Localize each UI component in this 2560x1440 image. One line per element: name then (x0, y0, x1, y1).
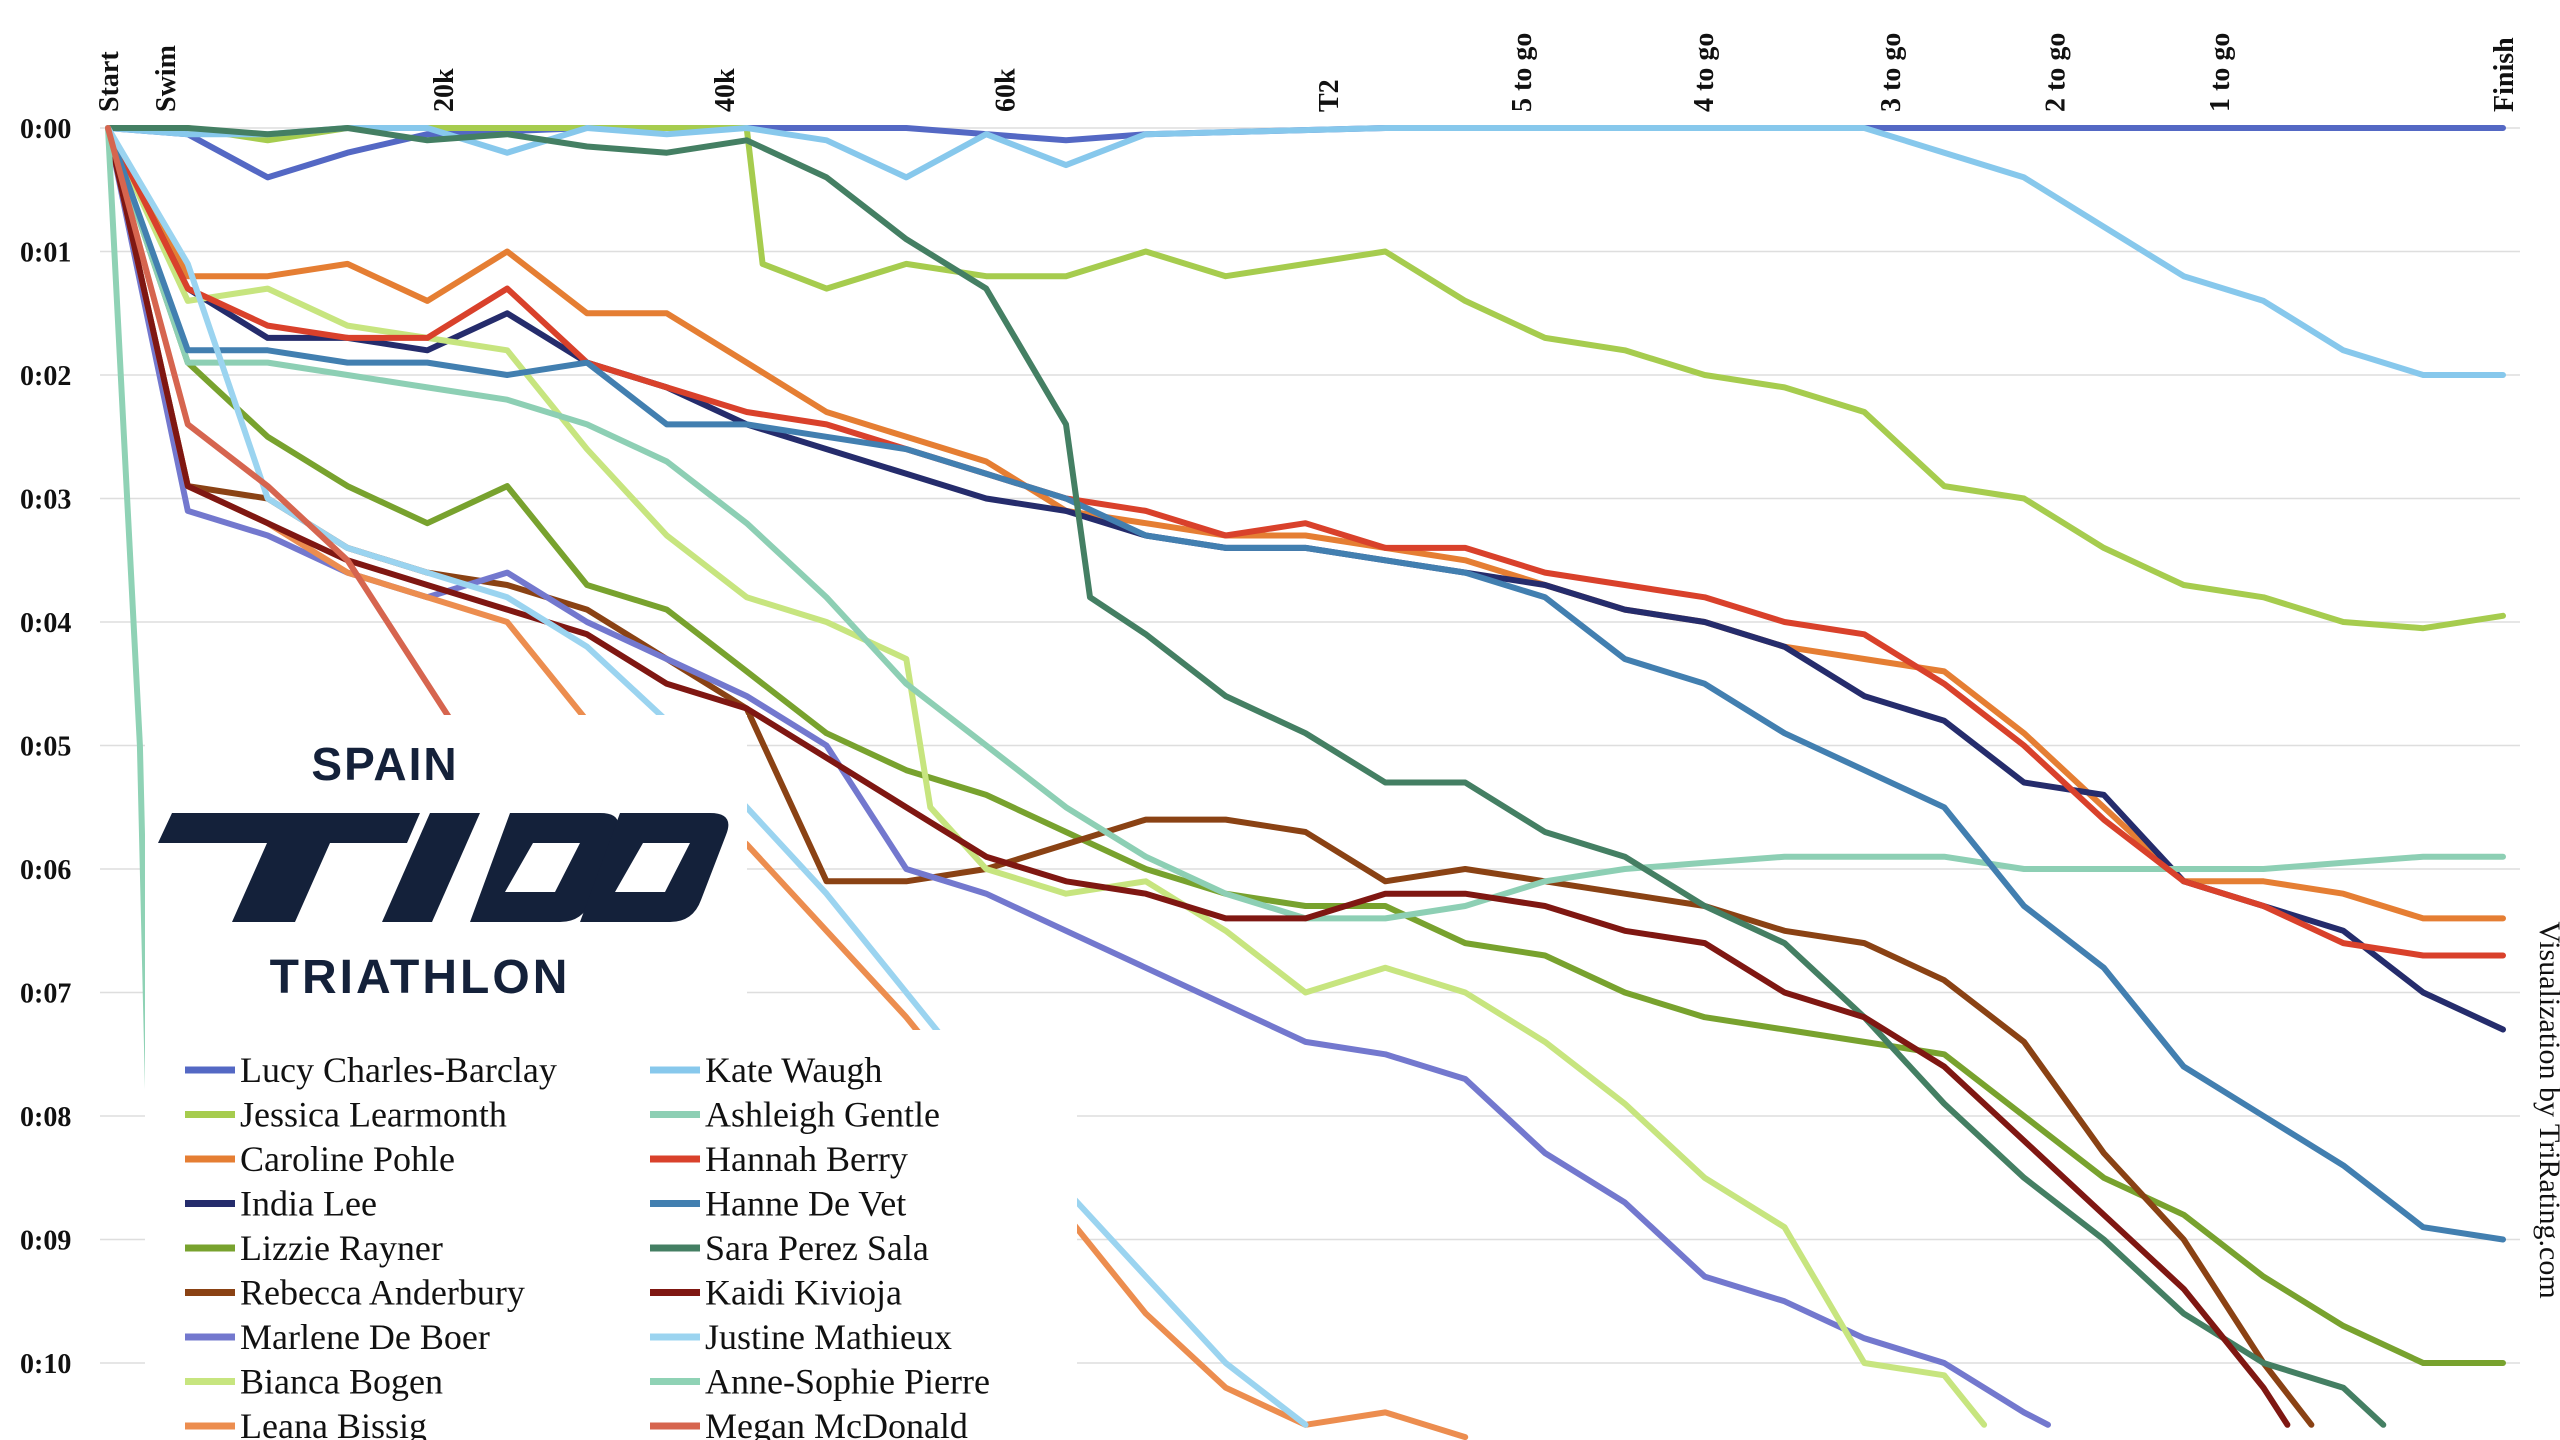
series-lines (105, 125, 2506, 1440)
legend-label: Lucy Charles-Barclay (240, 1050, 557, 1090)
x-tick-label: 1 to go (2205, 33, 2236, 112)
series-line (105, 125, 2506, 922)
y-tick-label: 0:08 (20, 1102, 71, 1133)
legend-label: Sara Perez Sala (705, 1228, 929, 1268)
series-line (105, 125, 2506, 1243)
logo-t100-mark (158, 813, 729, 922)
legend-label: Caroline Pohle (240, 1139, 455, 1179)
legend: Lucy Charles-Barclay Jessica LearmonthCar… (185, 1050, 990, 1440)
legend-label: Ashleigh Gentle (705, 1095, 940, 1135)
logo-top-text: SPAIN (311, 738, 458, 790)
legend-label: Justine Mathieux (705, 1317, 952, 1357)
legend-backdrop (145, 1030, 1077, 1440)
x-tick-label: Swim (151, 45, 182, 112)
credit-text: Visualization by TriRating.com (2533, 921, 2560, 1298)
x-tick-label: 5 to go (1507, 33, 1538, 112)
legend-label: Kaidi Kivioja (705, 1273, 902, 1313)
logo-bottom-text: TRIATHLON (270, 951, 571, 1004)
legend-label: Kate Waugh (705, 1050, 882, 1090)
x-tick-label: Start (94, 51, 125, 112)
series-line (105, 125, 2387, 1428)
legend-label: Hanne De Vet (705, 1184, 906, 1224)
x-tick-label: 2 to go (2041, 33, 2072, 112)
y-tick-label: 0:07 (20, 979, 71, 1010)
series-line (105, 125, 2506, 1366)
series-line (105, 125, 1988, 1428)
y-tick-label: 0:00 (20, 114, 71, 145)
y-tick-label: 0:10 (20, 1349, 71, 1380)
x-tick-label: 60k (991, 68, 1022, 112)
y-axis-ticks: 0:00 0:01 0:02 0:03 0:04 0:05 0:06 0:07 0:08 0:09… (20, 114, 71, 1380)
x-axis-ticks: Start Swim 20k 40k 60k T2 5 to go 4 to go 3 to g… (94, 33, 2520, 112)
y-tick-label: 0:02 (20, 361, 71, 392)
legend-label: Anne-Sophie Pierre (705, 1362, 990, 1402)
y-tick-label: 0:03 (20, 485, 71, 516)
y-tick-label: 0:06 (20, 855, 71, 886)
legend-label: India Lee (240, 1184, 377, 1224)
x-tick-label: 20k (429, 68, 460, 112)
legend-label: Megan McDonald (705, 1406, 968, 1440)
legend-label: Rebecca Anderbury (240, 1273, 525, 1313)
legend-label: Bianca Bogen (240, 1362, 443, 1402)
t100-logo: SPAIN TRIATHLON (158, 738, 729, 1004)
y-tick-label: 0:09 (20, 1226, 71, 1257)
series-line (105, 125, 1469, 1440)
series-line (105, 125, 2291, 1428)
y-tick-label: 0:01 (20, 238, 71, 269)
x-tick-label: 40k (710, 68, 741, 112)
series-line (105, 125, 2051, 1428)
series-line (105, 125, 2506, 632)
x-tick-label: T2 (1314, 79, 1345, 112)
series-line (105, 125, 2506, 959)
x-tick-label: 4 to go (1689, 33, 1720, 112)
legend-label: Hannah Berry (705, 1139, 908, 1179)
legend-label: Jessica Learmonth (240, 1095, 507, 1135)
x-tick-label: Finish (2489, 37, 2520, 112)
y-tick-label: 0:04 (20, 608, 71, 639)
legend-label: Lizzie Rayner (240, 1228, 443, 1268)
legend-label: Leana Bissig (240, 1406, 427, 1440)
series-line (105, 125, 2506, 378)
legend-label: Marlene De Boer (240, 1317, 490, 1357)
y-tick-label: 0:05 (20, 732, 71, 763)
x-tick-label: 3 to go (1876, 33, 1907, 112)
